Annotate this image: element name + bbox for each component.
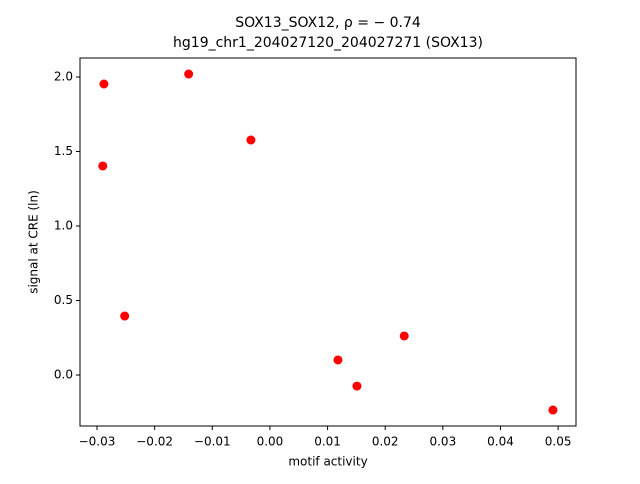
y-tick-label: 1.5 xyxy=(54,144,73,158)
x-tick-label: 0.04 xyxy=(487,435,514,449)
point xyxy=(548,405,558,415)
point xyxy=(352,381,362,391)
point xyxy=(246,135,256,145)
x-tick-label: 0.01 xyxy=(314,435,341,449)
chart-title: SOX13_SOX12, ρ = − 0.74 xyxy=(235,15,421,31)
y-tick-label: 1.0 xyxy=(54,219,73,233)
y-tick-label: 0.5 xyxy=(54,293,73,307)
x-axis-label: motif activity xyxy=(288,455,367,469)
x-tick-label: −0.02 xyxy=(136,435,173,449)
point xyxy=(99,79,109,89)
point xyxy=(120,311,130,321)
chart-subtitle: hg19_chr1_204027120_204027271 (SOX13) xyxy=(173,35,483,51)
y-tick-label: 0.0 xyxy=(54,368,73,382)
x-tick-label: 0.00 xyxy=(257,435,284,449)
point xyxy=(184,69,194,79)
x-tick-label: 0.05 xyxy=(545,435,572,449)
y-tick-label: 2.0 xyxy=(54,69,73,83)
point xyxy=(399,331,409,341)
point xyxy=(333,355,343,365)
x-tick-label: −0.01 xyxy=(194,435,231,449)
x-tick-label: −0.03 xyxy=(79,435,116,449)
point xyxy=(98,161,108,171)
x-tick-label: 0.03 xyxy=(429,435,456,449)
y-axis-label: signal at CRE (ln) xyxy=(27,190,41,294)
x-tick-label: 0.02 xyxy=(372,435,399,449)
